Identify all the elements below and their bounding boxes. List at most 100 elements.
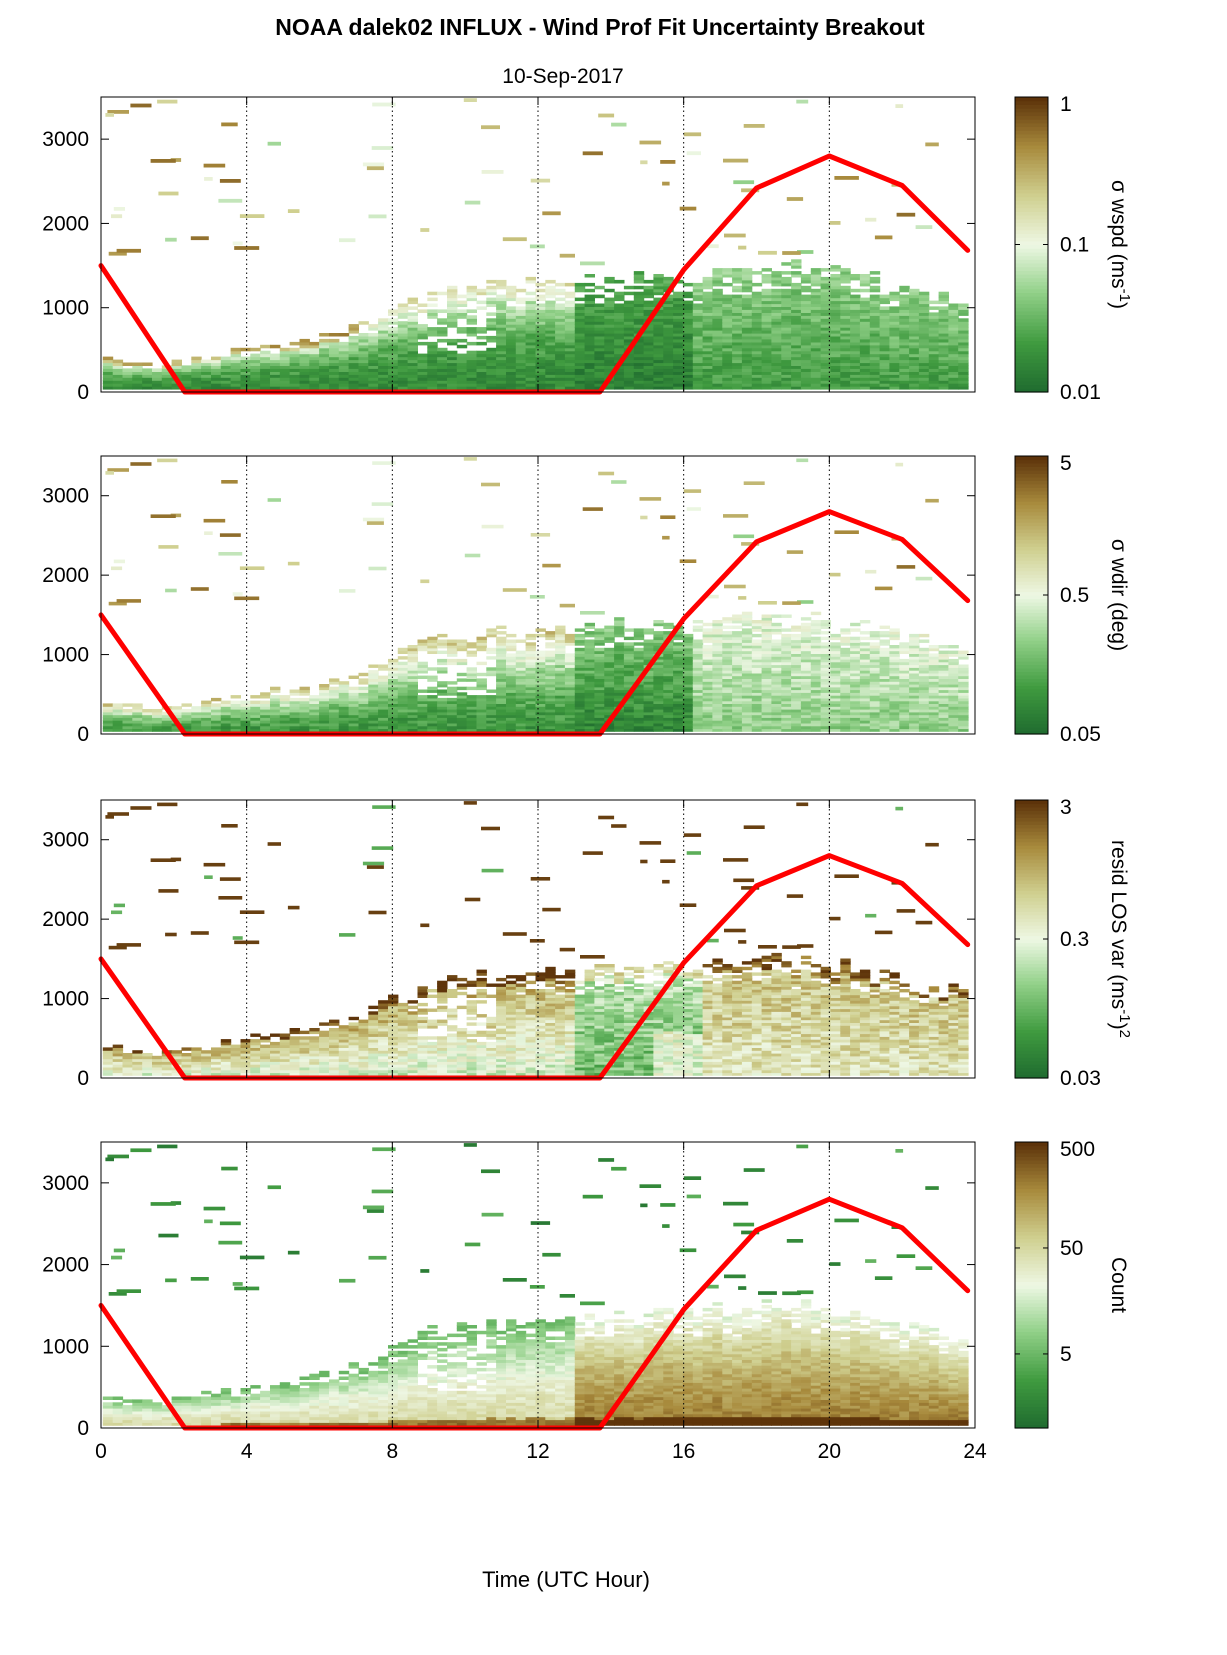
heatmap-cell [830,722,841,727]
heatmap-cell [506,692,517,696]
heatmap-cell [152,383,163,387]
heatmap-cell [869,647,881,652]
heatmap-cell [732,672,743,677]
heatmap-cell [810,628,822,632]
heatmap-cell [456,714,468,718]
heatmap-cell [486,291,497,296]
heatmap-cell [800,625,812,629]
heatmap-cell [781,678,792,682]
heatmap-cell [594,633,605,638]
heatmap-cell [948,365,959,369]
heatmap-cell [673,672,684,677]
heatmap-cell [751,356,763,361]
heatmap-cell [958,692,969,696]
heatmap-cell [476,327,487,331]
heatmap-cell [388,344,399,349]
heatmap-cell [663,303,674,307]
heatmap-cell [407,380,418,384]
heatmap-cell [889,678,900,682]
heatmap-cell [643,371,654,375]
heatmap-cell [368,362,379,366]
heatmap-cell [741,374,753,378]
heatmap-cell [427,312,438,316]
heatmap-cell [663,709,674,713]
heatmap-cell [673,728,684,732]
heatmap-cell [594,717,605,721]
heatmap-cell [859,670,871,674]
heatmap-cell [810,700,822,704]
heatmap-cell [918,653,930,657]
colorbar-swatch [1015,288,1048,294]
heatmap-cell [388,711,399,716]
heatmap-cell [820,347,831,352]
heatmap-cell [899,318,910,322]
heatmap-cell [270,689,281,693]
heatmap-cell [889,728,900,732]
heatmap-cell [840,294,851,299]
heatmap-cell [722,725,733,730]
heatmap-cell [899,689,910,693]
heatmap-cell [152,709,163,713]
heatmap-cell [761,647,772,652]
heatmap-cell [643,279,654,284]
heatmap-cell [574,288,586,293]
heatmap-cell [722,667,733,671]
heatmap-cell [692,285,704,290]
heatmap-cell [820,695,831,699]
heatmap-cell [545,697,556,702]
heatmap-cell [850,309,861,313]
heatmap-cell [928,359,940,364]
heatmap-cell [869,725,881,730]
heatmap-cell [427,695,438,699]
heatmap-cell [889,377,900,381]
heatmap-cell [496,661,507,666]
heatmap-cell [623,700,635,704]
heatmap-cell [712,294,723,299]
heatmap-cell [643,294,654,299]
heatmap-cell [741,347,753,352]
heatmap-cell [791,639,802,643]
heatmap-cell [928,714,940,718]
heatmap-cell [368,368,379,372]
heatmap-cell [329,697,340,702]
heatmap-cell [761,380,772,384]
heatmap-cell [761,703,772,707]
heatmap-cell [899,306,910,310]
heatmap-cell [722,720,733,724]
heatmap-cell [397,386,409,390]
heatmap-cell [614,347,625,352]
heatmap-cell [486,656,497,660]
heatmap-cell [614,714,625,718]
heatmap-cell [466,365,477,369]
heatmap-cell [653,622,664,627]
heatmap-cell [555,318,566,322]
heatmap-cell [682,695,694,699]
heatmap-cell [427,327,438,331]
heatmap-cell [810,303,822,307]
colorbar-swatch [1015,215,1048,220]
heatmap-cell [643,675,654,679]
heatmap-cell [781,628,792,632]
heatmap-cell [820,664,831,668]
heatmap-cell [869,347,881,352]
heatmap-cell [830,672,841,677]
heatmap-cell [584,315,595,319]
heatmap-cell [555,639,566,643]
heatmap-cell [692,650,704,654]
heatmap-cell [604,639,615,643]
heatmap-cell [751,350,763,355]
heatmap-cell [555,374,566,378]
heatmap-cell [388,374,399,378]
heatmap-cell [761,675,772,679]
heatmap-cell [506,309,517,313]
heatmap-cell [830,692,841,696]
heatmap-cell [564,356,576,361]
heatmap-cell [909,327,920,331]
heatmap-cell [614,695,625,699]
heatmap-cell [407,650,418,654]
heatmap-cell [574,667,586,671]
heatmap-cell [368,344,379,349]
heatmap-cell [319,377,330,381]
heatmap-cell [899,684,910,688]
heatmap-cell [918,300,930,305]
